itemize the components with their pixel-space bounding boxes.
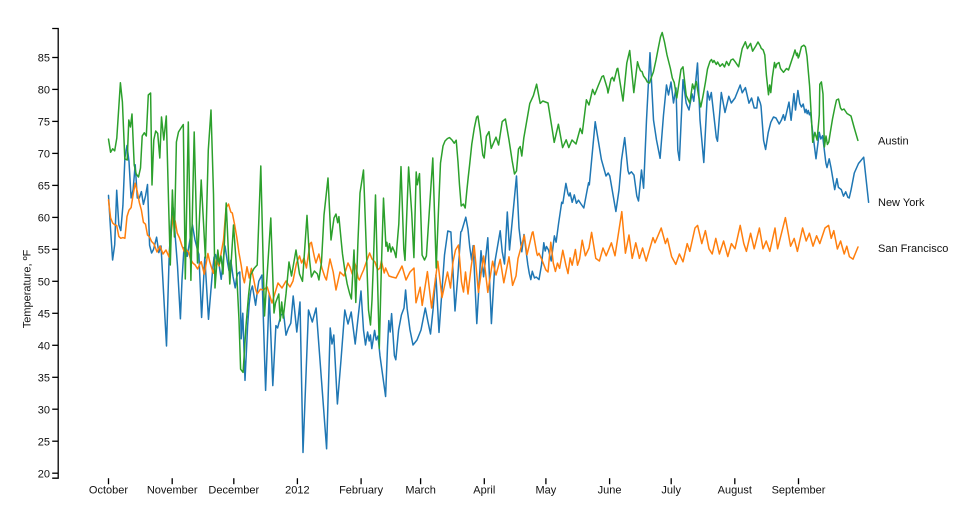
svg-text:February: February (339, 485, 384, 497)
svg-text:65: 65 (38, 181, 50, 193)
svg-text:July: July (661, 485, 681, 497)
svg-text:May: May (536, 485, 557, 497)
svg-text:50: 50 (38, 277, 50, 289)
svg-text:55: 55 (38, 245, 50, 257)
svg-text:45: 45 (38, 309, 50, 321)
svg-text:August: August (718, 485, 752, 497)
svg-text:70: 70 (38, 149, 50, 161)
svg-text:April: April (473, 485, 495, 497)
svg-text:30: 30 (38, 404, 50, 416)
svg-text:New York: New York (878, 197, 925, 209)
svg-text:San Francisco: San Francisco (878, 243, 948, 255)
svg-text:March: March (405, 485, 436, 497)
svg-text:December: December (208, 485, 259, 497)
svg-text:20: 20 (38, 468, 50, 480)
svg-text:85: 85 (38, 53, 50, 65)
svg-text:75: 75 (38, 117, 50, 129)
svg-text:June: June (598, 485, 622, 497)
svg-text:September: September (772, 485, 826, 497)
svg-text:25: 25 (38, 436, 50, 448)
svg-text:2012: 2012 (285, 485, 309, 497)
svg-text:80: 80 (38, 85, 50, 97)
svg-text:35: 35 (38, 373, 50, 385)
svg-text:40: 40 (38, 341, 50, 353)
svg-text:Temperature, ºF: Temperature, ºF (22, 249, 34, 328)
svg-text:November: November (147, 485, 198, 497)
svg-text:60: 60 (38, 213, 50, 225)
svg-text:October: October (89, 485, 128, 497)
svg-text:Austin: Austin (878, 136, 909, 148)
